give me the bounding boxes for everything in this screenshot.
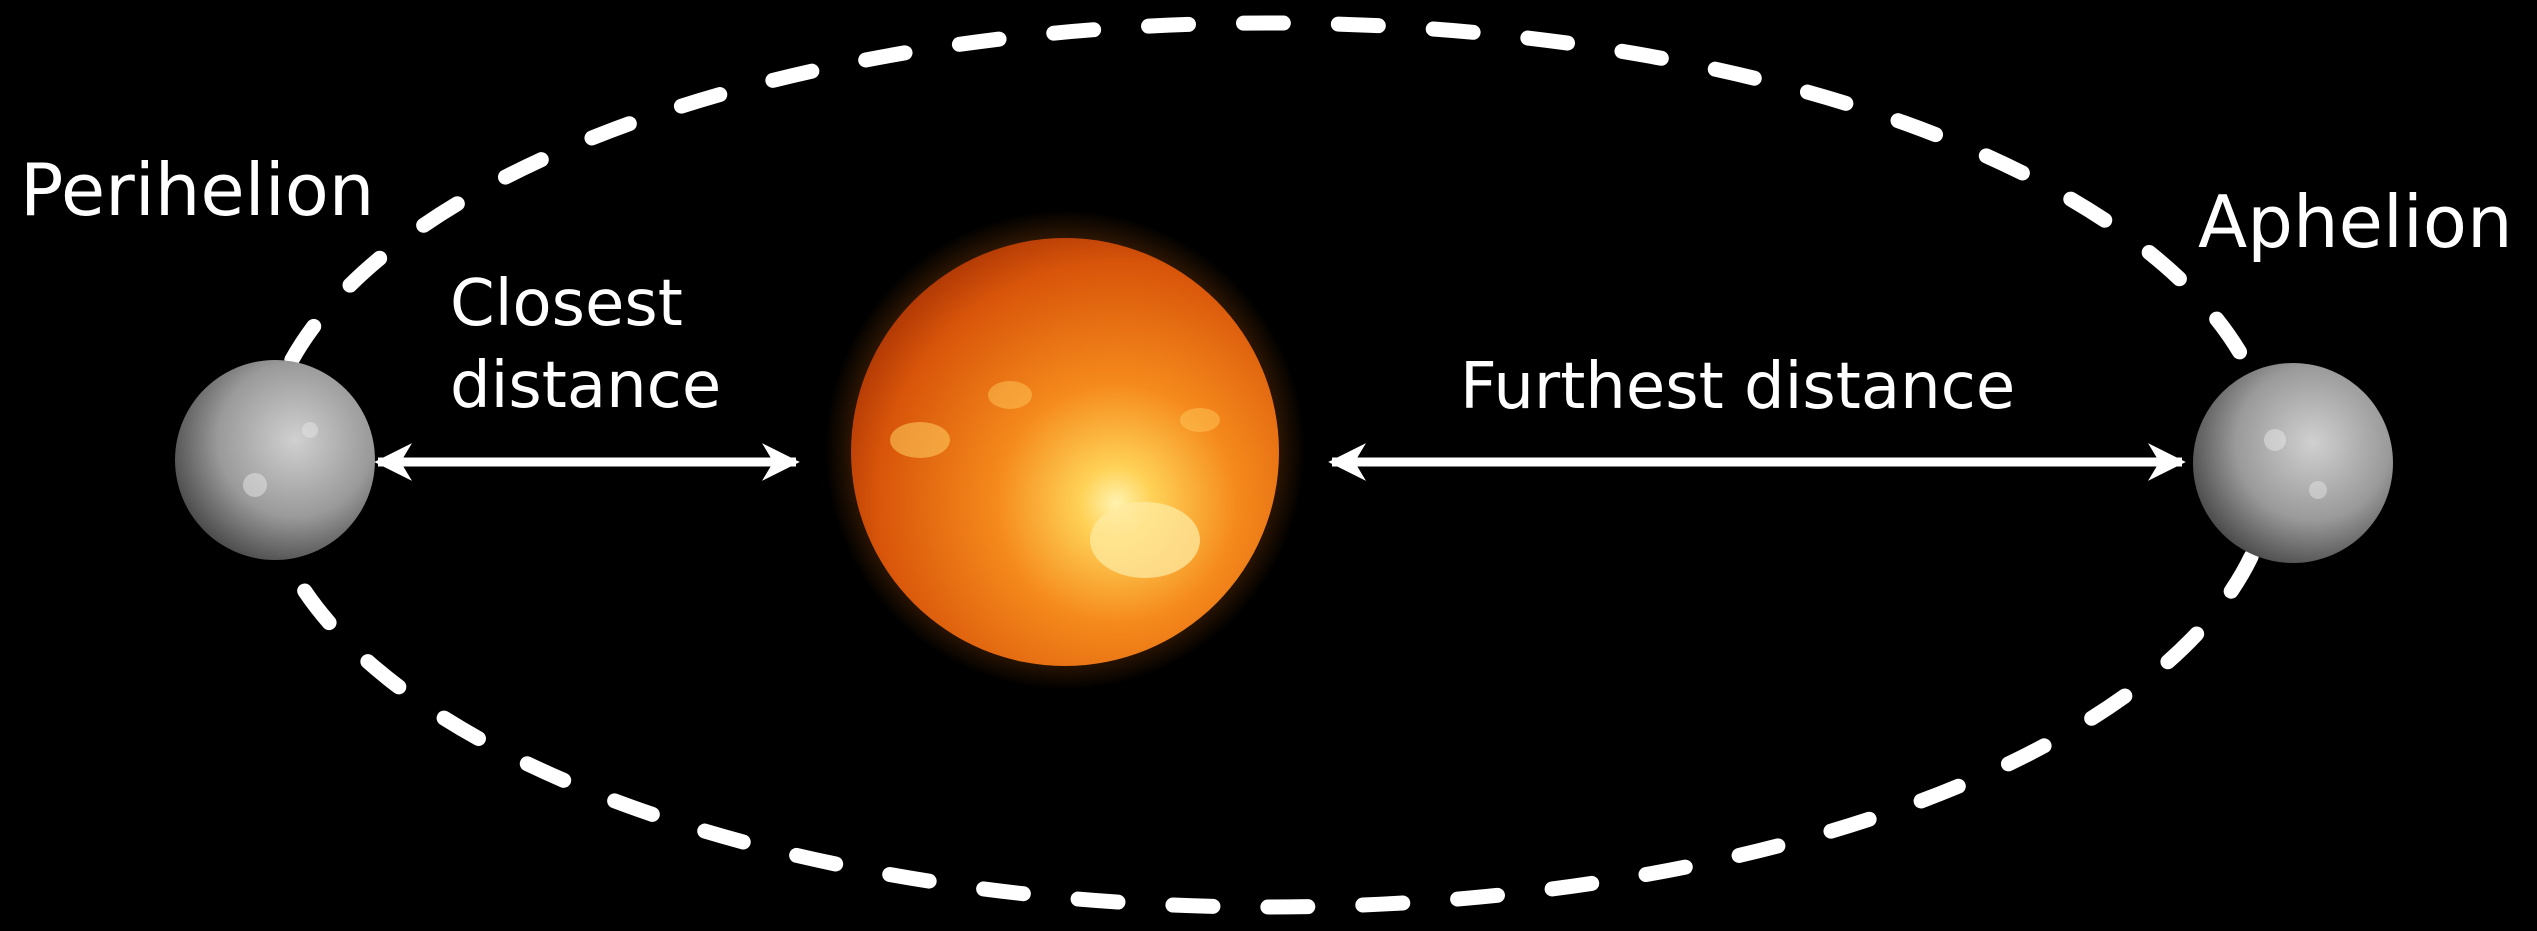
- closest-distance-label-line2: distance: [450, 349, 721, 423]
- planet-aphelion-icon: [2193, 363, 2393, 563]
- aphelion-label: Aphelion: [2198, 180, 2513, 264]
- perihelion-label: Perihelion: [20, 148, 374, 232]
- furthest-distance-label: Furthest distance: [1460, 350, 2015, 424]
- closest-distance-label-line1: Closest: [450, 267, 683, 341]
- sun-icon: [825, 210, 1305, 690]
- planet-perihelion-icon: [175, 360, 375, 560]
